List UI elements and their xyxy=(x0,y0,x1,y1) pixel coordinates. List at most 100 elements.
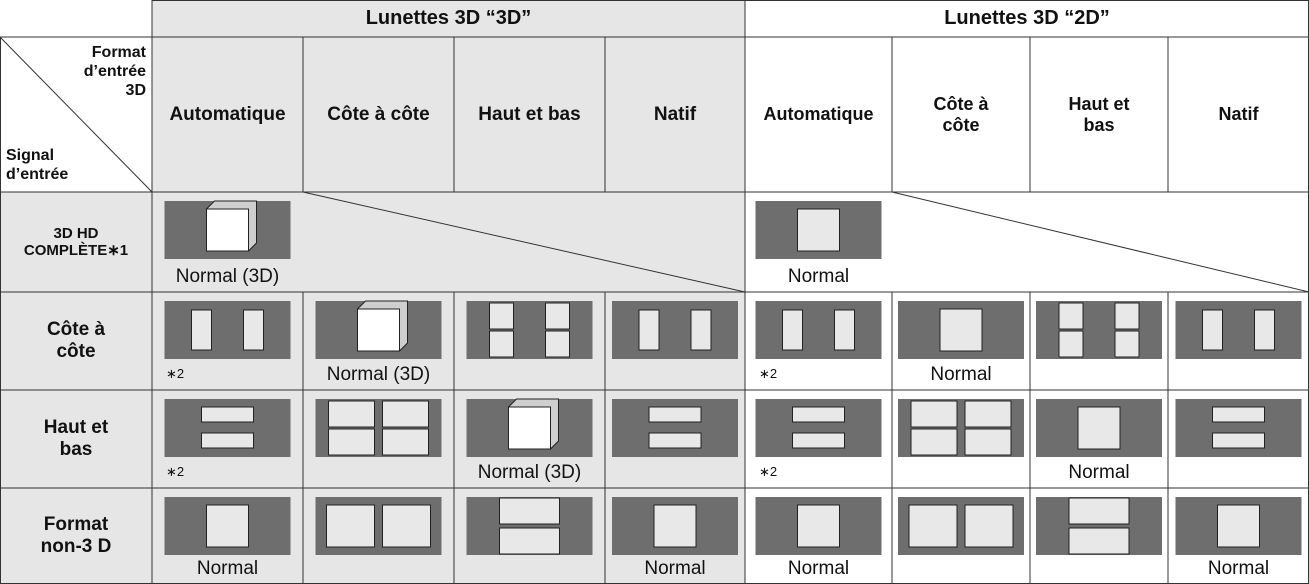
footnote-ref-text: ∗2 xyxy=(759,366,778,381)
column-header: Haut et bas xyxy=(1030,37,1168,192)
caption-text: Normal (3D) xyxy=(175,266,280,287)
caption: Normal (3D) xyxy=(303,364,454,386)
icon-screen xyxy=(326,504,375,548)
column-header: Haut et bas xyxy=(454,37,605,192)
icon-screen xyxy=(191,309,212,351)
icon-screen xyxy=(1217,504,1260,548)
icon-screen xyxy=(797,208,840,252)
icon-screen xyxy=(834,309,855,351)
icon-screen xyxy=(1114,302,1140,330)
icon-frame xyxy=(466,301,593,359)
icon-screen xyxy=(1202,309,1223,351)
caption-text: Normal xyxy=(930,364,992,385)
icon-screen xyxy=(201,432,254,449)
column-header: Automatique xyxy=(745,37,892,192)
row-header-text: Haut et bas xyxy=(43,417,109,460)
icon-screen xyxy=(489,330,514,358)
icon-screen xyxy=(648,406,702,423)
icon-screen xyxy=(792,432,845,449)
group-header-text: Lunettes 3D “3D” xyxy=(365,7,532,29)
icon-screen xyxy=(357,308,400,352)
icon-screen xyxy=(545,302,570,330)
footnote-ref: ∗2 xyxy=(745,464,892,480)
column-header-text: Natif xyxy=(653,103,697,125)
row-header: 3D HD COMPLÈTE∗1 xyxy=(0,192,152,292)
diagonal xyxy=(0,36,153,193)
icon-screen xyxy=(545,330,570,358)
footnote-ref: ∗2 xyxy=(152,464,303,480)
row-header: Côte à côte xyxy=(0,292,152,390)
row-header-text: Format non-3 D xyxy=(40,514,112,557)
icon-screen xyxy=(1212,432,1265,449)
corner-top: Format d’entrée 3D xyxy=(76,43,146,101)
icon-screen xyxy=(910,400,958,428)
column-header-text: Haut et bas xyxy=(478,103,581,125)
caption: Normal xyxy=(1168,558,1309,580)
caption-text: Normal xyxy=(644,558,706,579)
icon-screen xyxy=(964,400,1012,428)
icon-screen xyxy=(382,504,431,548)
caption-text: Normal xyxy=(787,266,850,287)
icon-screen xyxy=(508,406,551,450)
icon-screen xyxy=(638,309,660,351)
icon-screen xyxy=(782,309,803,351)
group-header: Lunettes 3D “2D” xyxy=(745,0,1309,37)
icon-screen xyxy=(499,527,560,555)
icon-frame xyxy=(1175,301,1302,359)
column-header-text: Automatique xyxy=(763,104,874,125)
column-header-text: Côte à côte xyxy=(933,93,989,135)
icon-screen xyxy=(648,432,702,449)
caption: Normal xyxy=(605,558,745,580)
footnote-ref: ∗2 xyxy=(745,366,892,382)
group-header-text: Lunettes 3D “2D” xyxy=(944,7,1110,29)
icon-screen xyxy=(653,504,697,548)
icon-screen xyxy=(792,406,845,423)
column-header: Côte à côte xyxy=(892,37,1030,192)
footnote-ref: ∗2 xyxy=(152,366,303,382)
icon-screen xyxy=(1114,330,1140,358)
column-header-text: Natif xyxy=(1218,104,1259,125)
icon-screen xyxy=(206,504,249,548)
icon-screen xyxy=(910,428,958,456)
caption-text: Normal (3D) xyxy=(477,462,582,483)
icon-screen xyxy=(939,308,983,352)
caption: Normal xyxy=(152,558,303,580)
icon-screen xyxy=(1068,497,1130,525)
icon-screen xyxy=(328,428,375,456)
icon-screen xyxy=(690,309,712,351)
icon-frame xyxy=(164,301,291,359)
footnote-ref-text: ∗2 xyxy=(166,366,185,381)
column-header: Natif xyxy=(1168,37,1309,192)
icon-screen xyxy=(489,302,514,330)
icon-frame xyxy=(755,301,882,359)
icon-screen xyxy=(382,428,429,456)
column-header-text: Côte à côte xyxy=(327,103,430,125)
column-header: Automatique xyxy=(152,37,303,192)
footnote-ref-text: ∗2 xyxy=(759,464,778,479)
icon-screen xyxy=(964,504,1014,548)
caption-text: Normal xyxy=(787,558,850,579)
icon-screen xyxy=(964,428,1012,456)
icon-screen xyxy=(201,406,254,423)
icon-screen xyxy=(1077,406,1121,450)
icon-screen xyxy=(1068,527,1130,555)
group-header: Lunettes 3D “3D” xyxy=(152,0,745,37)
caption: Normal xyxy=(745,558,892,580)
caption-text: Normal xyxy=(1068,462,1130,483)
diagonal xyxy=(891,191,1309,293)
icon-screen xyxy=(1254,309,1275,351)
caption-text: Normal xyxy=(1207,558,1270,579)
row-header-bg xyxy=(0,192,152,584)
icon-screen xyxy=(1212,406,1265,423)
caption: Normal (3D) xyxy=(454,462,605,484)
row-header-text: 3D HD COMPLÈTE∗1 xyxy=(23,224,129,259)
icon-screen xyxy=(382,400,429,428)
caption-text: Normal xyxy=(196,558,259,579)
corner-top-text: Format d’entrée 3D xyxy=(83,44,146,100)
caption: Normal xyxy=(745,266,892,288)
icon-frame xyxy=(1036,301,1162,359)
icon-screen xyxy=(499,497,560,525)
corner-bottom: Signal d’entrée xyxy=(6,146,81,184)
footnote-ref-text: ∗2 xyxy=(166,464,185,479)
